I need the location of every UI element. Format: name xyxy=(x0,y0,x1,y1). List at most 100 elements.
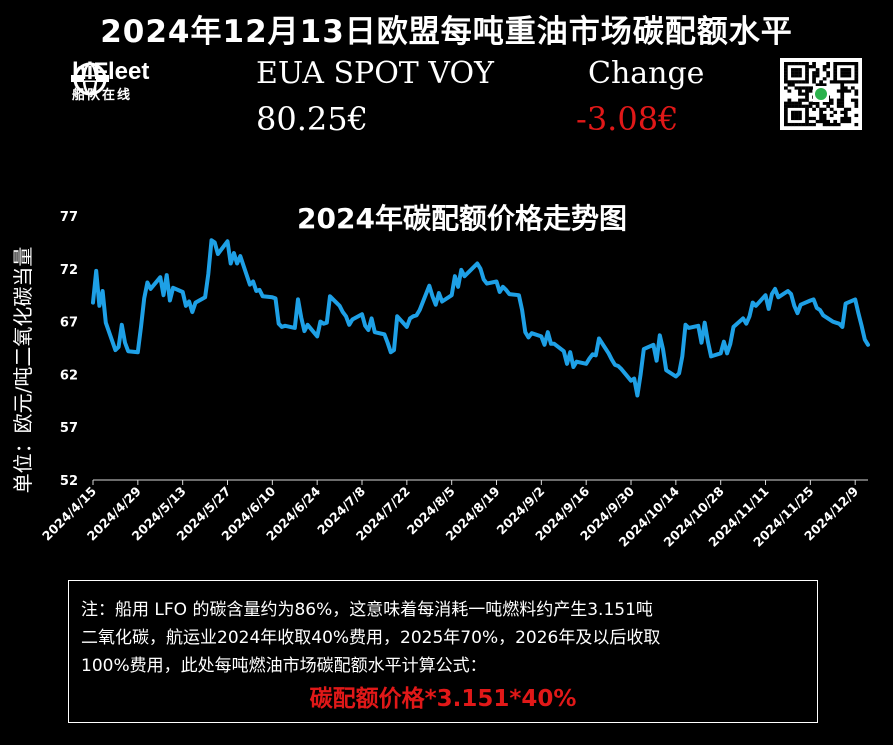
qr-module xyxy=(847,74,852,78)
qr-module xyxy=(847,119,852,124)
y-axis-label: 单位：欧元/吨二氧化碳当量 xyxy=(11,247,35,494)
qr-module xyxy=(801,80,806,84)
qr-module xyxy=(784,80,788,84)
qr-module xyxy=(843,62,848,66)
qr-module xyxy=(784,77,788,81)
qr-module xyxy=(815,83,820,87)
qr-module xyxy=(854,98,859,102)
qr-module xyxy=(791,83,795,87)
price-chart: 77 72 67 62 57 52 2024/4/152024/4/292024/5/13… xyxy=(11,202,870,550)
change-label: Change xyxy=(588,56,705,91)
qr-module xyxy=(840,104,845,108)
qr-module xyxy=(805,98,809,102)
y-tick-label: 77 xyxy=(60,210,78,225)
qr-module xyxy=(791,74,795,78)
qr-module xyxy=(798,122,802,127)
qr-module xyxy=(836,89,841,93)
qr-module xyxy=(850,62,855,66)
qr-module xyxy=(787,122,792,127)
qr-module xyxy=(819,110,823,115)
x-tick-labels: 2024/4/152024/4/292024/5/132024/5/272024… xyxy=(39,480,861,550)
qr-module xyxy=(822,107,827,111)
qr-module xyxy=(798,86,802,90)
qr-module xyxy=(836,122,841,127)
qr-module xyxy=(791,68,795,72)
qr-module xyxy=(812,74,816,78)
qr-module xyxy=(826,71,831,75)
qr-module xyxy=(798,62,802,66)
qr-module xyxy=(808,89,813,93)
hifleet-globe-icon xyxy=(71,62,109,96)
qr-module xyxy=(854,92,859,96)
qr-module xyxy=(805,62,809,66)
qr-module xyxy=(822,116,827,121)
note-formula: 碳配额价格*3.151*40% xyxy=(309,686,577,712)
note-line-3: 100%费用，此处每吨燃油市场碳配额水平计算公式： xyxy=(81,656,487,676)
y-tick-labels: 77 72 67 62 57 52 xyxy=(60,210,78,489)
qr-module xyxy=(805,71,809,75)
qr-module xyxy=(784,116,788,121)
qr-module xyxy=(847,68,852,72)
qr-module xyxy=(798,113,802,118)
qr-module xyxy=(840,98,845,102)
qr-module xyxy=(833,110,838,115)
qr-module xyxy=(791,104,795,108)
qr-module xyxy=(840,80,845,84)
qr-module xyxy=(791,116,795,121)
qr-module xyxy=(836,80,841,84)
qr-module xyxy=(854,71,859,75)
qr-module xyxy=(843,86,848,90)
qr-module xyxy=(840,95,845,99)
qr-module xyxy=(836,101,841,105)
qr-module xyxy=(794,80,799,84)
qr-module xyxy=(833,80,838,84)
qr-module xyxy=(815,71,820,75)
eua-spot-label: EUA SPOT VOY xyxy=(256,56,494,91)
qr-module xyxy=(805,80,809,84)
qr-module xyxy=(801,104,806,108)
qr-module xyxy=(791,101,795,105)
qr-module xyxy=(794,113,799,118)
qr-module xyxy=(847,116,852,121)
qr-module xyxy=(826,101,831,105)
y-tick-label: 67 xyxy=(60,316,78,331)
qr-module xyxy=(784,110,788,115)
qr-module xyxy=(847,89,852,93)
qr-module xyxy=(805,65,809,69)
qr-module xyxy=(812,71,816,75)
page-title: 2024年12月13日欧盟每吨重油市场碳配额水平 xyxy=(100,14,793,50)
qr-module xyxy=(784,68,788,72)
qr-module xyxy=(833,71,838,75)
note-line-1: 注：船用 LFO 的碳含量约为86%，这意味着每消耗一吨燃料约产生3.151吨 xyxy=(81,600,653,620)
qr-module xyxy=(833,65,838,69)
qr-module xyxy=(812,65,816,69)
series-line xyxy=(91,238,870,398)
qr-module xyxy=(822,77,827,81)
qr-module xyxy=(854,77,859,81)
qr-module xyxy=(815,119,820,124)
qr-module xyxy=(850,86,855,90)
qr-module xyxy=(784,71,788,75)
qr-module xyxy=(787,89,792,93)
qr-module xyxy=(798,101,802,105)
qr-module xyxy=(791,71,795,75)
qr-module xyxy=(836,62,841,66)
qr-module xyxy=(826,122,831,127)
qr-module xyxy=(812,122,816,127)
qr-module xyxy=(794,116,799,121)
qr-module xyxy=(805,122,809,127)
qr-module xyxy=(822,83,827,87)
qr-module xyxy=(805,95,809,99)
qr-module xyxy=(819,107,823,111)
qr-center-logo xyxy=(815,88,827,100)
chart-title: 2024年碳配额价格走势图 xyxy=(297,202,627,235)
qr-module xyxy=(833,119,838,124)
qr-module xyxy=(854,104,859,108)
qr-module xyxy=(812,107,816,111)
qr-module xyxy=(843,113,848,118)
y-tick-label: 57 xyxy=(60,421,78,436)
qr-module xyxy=(840,71,845,75)
qr-module xyxy=(826,74,831,78)
qr-module xyxy=(819,80,823,84)
qr-module xyxy=(840,74,845,78)
